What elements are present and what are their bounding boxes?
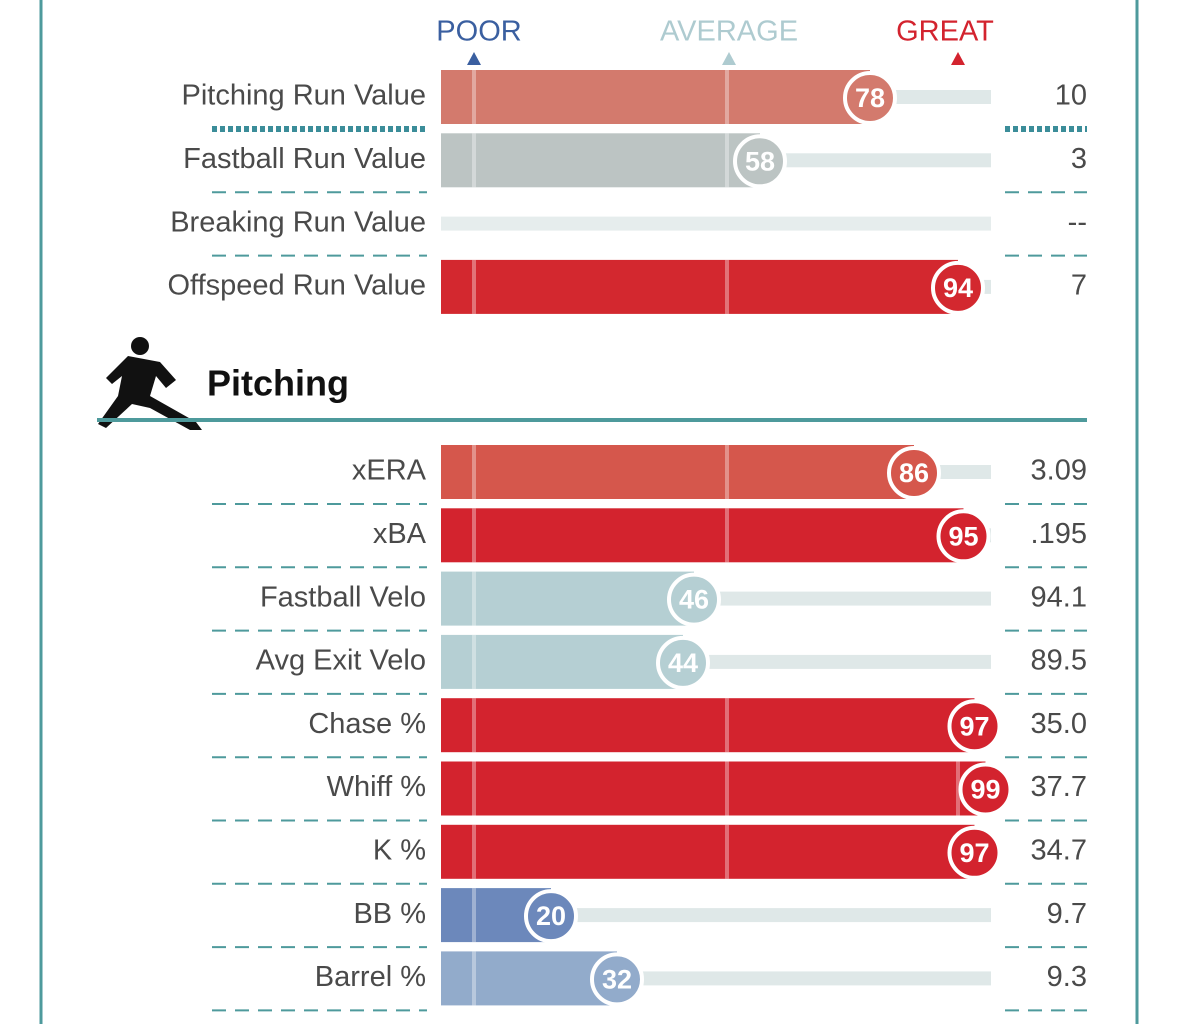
metric-value: 9.7: [1047, 898, 1087, 930]
percentile-text: 46: [679, 585, 709, 615]
percentile-text: 95: [948, 521, 978, 551]
percentile-text: 97: [959, 711, 989, 741]
percentile-text: 86: [899, 458, 929, 488]
percentile-bubble: [947, 699, 1002, 754]
track: [760, 153, 991, 168]
bar: [441, 508, 964, 563]
percentile-text: 20: [536, 901, 566, 931]
bar: [441, 951, 617, 1006]
metric-label: xBA: [373, 518, 427, 550]
metric-label: Offspeed Run Value: [168, 270, 427, 302]
percentile-bubble: [656, 635, 710, 690]
metric-value: .195: [1031, 518, 1087, 550]
section-title: Pitching: [207, 363, 349, 404]
track: [441, 216, 991, 231]
metric-value: --: [1068, 206, 1087, 238]
poor-marker: [467, 52, 481, 65]
percentile-bubble: [524, 889, 578, 944]
percentile-bubble: [667, 572, 721, 627]
bar: [441, 634, 683, 689]
metric-label: BB %: [353, 898, 426, 930]
metric-label: Whiff %: [327, 771, 426, 803]
metric-label: Avg Exit Velo: [256, 645, 426, 677]
percentile-bubble: [958, 762, 1013, 817]
poor-label: POOR: [436, 16, 521, 48]
metric-label: Barrel %: [315, 961, 426, 993]
metric-label: xERA: [352, 455, 427, 487]
bar: [441, 571, 694, 626]
bar: [441, 70, 870, 124]
bar: [441, 259, 958, 314]
metric-value: 7: [1071, 270, 1087, 302]
percentile-bubble: [843, 71, 897, 125]
metric-value: 89.5: [1031, 645, 1087, 677]
bar: [441, 133, 760, 188]
track: [683, 654, 991, 669]
metric-value: 37.7: [1031, 771, 1087, 803]
metric-value: 34.7: [1031, 834, 1087, 866]
percentile-text: 97: [959, 838, 989, 868]
percentile-bubble: [590, 952, 644, 1007]
percentile-bubble: [931, 260, 985, 315]
track: [617, 971, 991, 986]
track: [694, 591, 991, 606]
bar: [441, 445, 914, 499]
average-marker: [722, 52, 736, 65]
average-label: AVERAGE: [660, 16, 798, 48]
percentile-text: 99: [970, 775, 1000, 805]
metric-value: 10: [1055, 80, 1087, 112]
percentile-text: 44: [668, 648, 698, 678]
percentile-text: 94: [943, 273, 973, 303]
percentile-bubble: [887, 446, 941, 500]
metric-value: 94.1: [1031, 581, 1087, 613]
bar: [441, 698, 975, 753]
metric-label: Fastball Velo: [260, 581, 426, 613]
percentile-bubble: [947, 825, 1002, 880]
great-marker: [951, 52, 965, 65]
track: [551, 908, 991, 923]
percentile-bubble: [936, 509, 991, 564]
great-label: GREAT: [896, 16, 994, 48]
metric-value: 35.0: [1031, 708, 1087, 740]
bar: [441, 824, 975, 879]
percentile-bubble: [733, 134, 787, 189]
track: [870, 90, 991, 104]
pitcher-icon: [98, 337, 202, 430]
metric-value: 9.3: [1047, 961, 1087, 993]
metric-value: 3.09: [1031, 455, 1087, 487]
metric-label: Breaking Run Value: [170, 206, 426, 238]
bar: [441, 761, 986, 816]
metric-label: K %: [373, 834, 426, 866]
percentile-text: 78: [855, 83, 885, 113]
metric-value: 3: [1071, 143, 1087, 175]
percentile-text: 58: [745, 146, 775, 176]
metric-label: Fastball Run Value: [183, 143, 426, 175]
percentile-text: 32: [602, 965, 632, 995]
metric-label: Pitching Run Value: [181, 80, 426, 112]
metric-label: Chase %: [308, 708, 426, 740]
